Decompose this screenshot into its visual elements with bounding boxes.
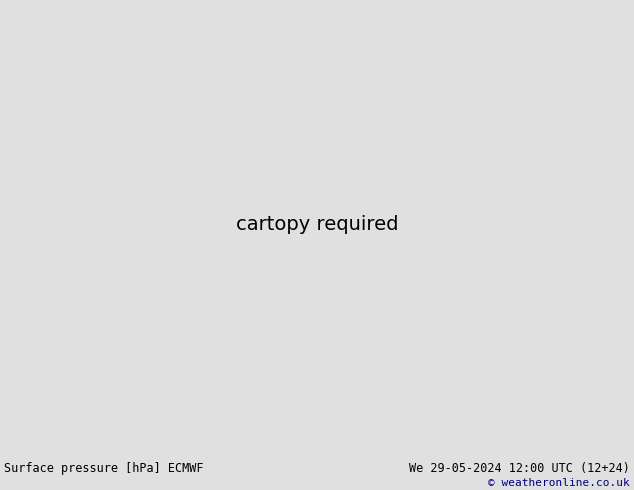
Text: Surface pressure [hPa] ECMWF: Surface pressure [hPa] ECMWF bbox=[4, 462, 204, 475]
Text: © weatheronline.co.uk: © weatheronline.co.uk bbox=[488, 478, 630, 488]
Text: cartopy required: cartopy required bbox=[236, 215, 398, 234]
Text: We 29-05-2024 12:00 UTC (12+24): We 29-05-2024 12:00 UTC (12+24) bbox=[409, 462, 630, 475]
